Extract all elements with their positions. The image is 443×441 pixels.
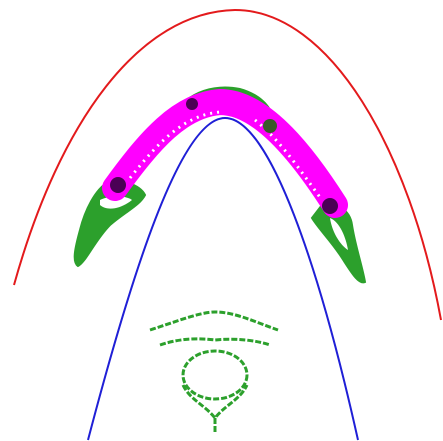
page xyxy=(0,0,443,441)
segmentation-image xyxy=(0,0,443,441)
dark-spot xyxy=(263,119,277,133)
dark-spot xyxy=(322,198,338,214)
dark-spot xyxy=(110,177,126,193)
background xyxy=(0,0,443,441)
dark-spot xyxy=(186,98,198,110)
